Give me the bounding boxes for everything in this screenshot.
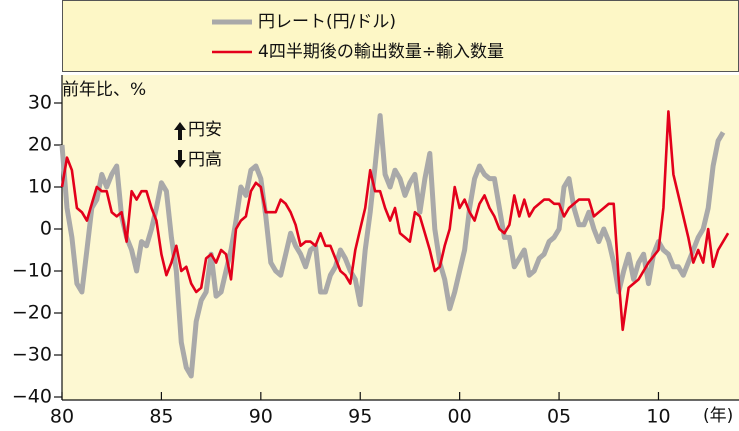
legend-label: 4四半期後の輸出数量÷輸入数量 (258, 42, 504, 62)
plot-background (62, 75, 739, 400)
annotation: 円高 (188, 150, 222, 170)
x-tick-label: 80 (50, 406, 74, 428)
y-axis-label: 前年比、% (62, 80, 146, 100)
x-tick-label: 95 (348, 406, 372, 428)
series-line (60, 110, 730, 332)
series-line (59, 113, 726, 379)
y-tick-label: −40 (12, 386, 52, 408)
y-tick-label: −20 (12, 302, 52, 324)
y-tick-label: 30 (28, 92, 52, 114)
legend-label: 円レート(円/ドル) (258, 12, 396, 32)
x-tick-label: 85 (149, 406, 173, 428)
x-tick-label: 90 (249, 406, 273, 428)
y-tick-label: −30 (12, 344, 52, 366)
y-tick-label: 0 (40, 218, 52, 240)
annotation: 円安 (188, 120, 222, 140)
arrow-up (174, 122, 186, 140)
x-axis-label: (年) (703, 406, 733, 426)
y-tick-label: 20 (28, 134, 52, 156)
legend-box (62, 0, 739, 72)
arrow-down (174, 150, 186, 168)
y-tick-label: −10 (12, 260, 52, 282)
y-tick-label: 10 (28, 176, 52, 198)
x-tick-label: 00 (448, 406, 472, 428)
x-tick-label: 10 (646, 406, 670, 428)
x-tick-label: 05 (547, 406, 571, 428)
